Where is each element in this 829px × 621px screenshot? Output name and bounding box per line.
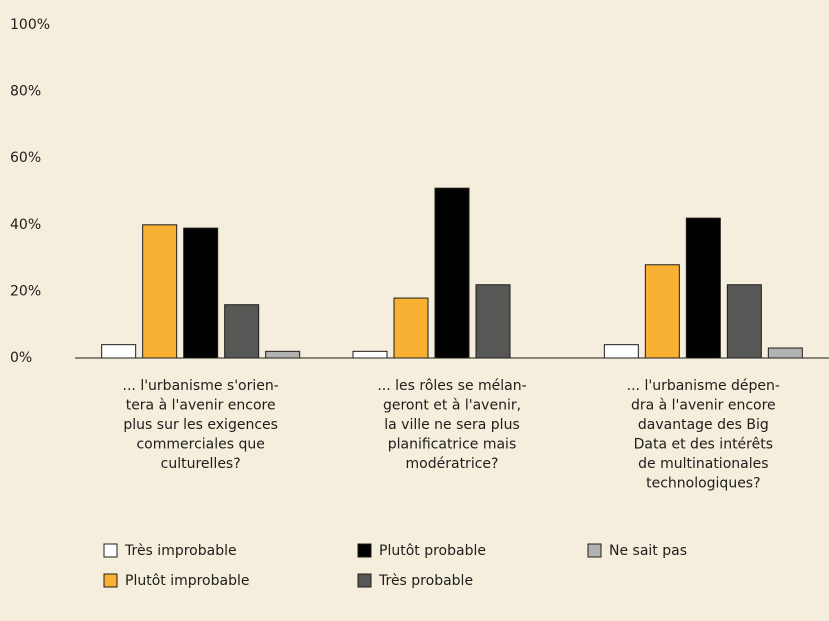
x-tick-label: ... l'urbanisme dépen-dra à l'avenir enc…	[627, 378, 780, 492]
legend-swatch	[103, 573, 118, 588]
legend-label: Plutôt probable	[379, 543, 486, 559]
x-tick-label-line: Data et des intérêts	[634, 437, 773, 453]
x-tick-label-line: la ville ne sera plus	[384, 417, 520, 433]
bar	[434, 187, 470, 359]
bar	[726, 284, 762, 359]
legend-swatch	[357, 573, 372, 588]
bar	[142, 224, 178, 359]
x-tick-label-line: dra à l'avenir encore	[631, 398, 776, 414]
y-tick-label: 20%	[10, 283, 41, 299]
x-tick-label-line: davantage des Big	[638, 417, 769, 433]
legend-label: Très probable	[378, 573, 473, 589]
legend-label: Plutôt improbable	[125, 573, 249, 589]
bar	[767, 347, 803, 359]
x-tick-label-line: plus sur les exigences	[123, 417, 278, 433]
y-tick-label: 40%	[10, 217, 41, 233]
x-tick-label-line: ... l'urbanisme s'orien-	[123, 378, 279, 394]
legend-swatch	[103, 543, 118, 558]
x-tick-label-line: de multinationales	[638, 456, 768, 472]
bar	[265, 350, 301, 359]
bar	[644, 264, 680, 359]
x-tick-label-line: ... l'urbanisme dépen-	[627, 378, 780, 394]
x-tick-label: ... l'urbanisme s'orien-tera à l'avenir …	[123, 378, 279, 472]
x-tick-label-line: commerciales que	[136, 437, 264, 453]
x-tick-label-line: culturelles?	[161, 456, 241, 472]
bar	[393, 297, 429, 359]
x-tick-label-line: tera à l'avenir encore	[126, 398, 276, 414]
bar	[603, 344, 639, 359]
y-tick-label: 100%	[10, 17, 50, 33]
bar	[352, 350, 388, 359]
bar	[183, 227, 219, 359]
legend-label: Très improbable	[124, 543, 237, 559]
x-tick-label: ... les rôles se mélan-geront et à l'ave…	[377, 378, 526, 472]
x-tick-label-line: technologiques?	[646, 476, 760, 492]
legend-swatch	[357, 543, 372, 558]
y-tick-label: 80%	[10, 84, 41, 100]
bar	[475, 284, 511, 359]
x-tick-label-line: modératrice?	[406, 456, 499, 472]
legend-swatch	[587, 543, 602, 558]
bar	[224, 304, 260, 359]
bar	[685, 217, 721, 359]
legend-label: Ne sait pas	[609, 543, 687, 559]
y-tick-label: 0%	[10, 350, 32, 366]
bar	[101, 344, 137, 359]
y-tick-label: 60%	[10, 150, 41, 166]
x-tick-label-line: geront et à l'avenir,	[383, 398, 521, 414]
x-tick-label-line: planificatrice mais	[388, 437, 517, 453]
x-tick-label-line: ... les rôles se mélan-	[377, 378, 526, 394]
